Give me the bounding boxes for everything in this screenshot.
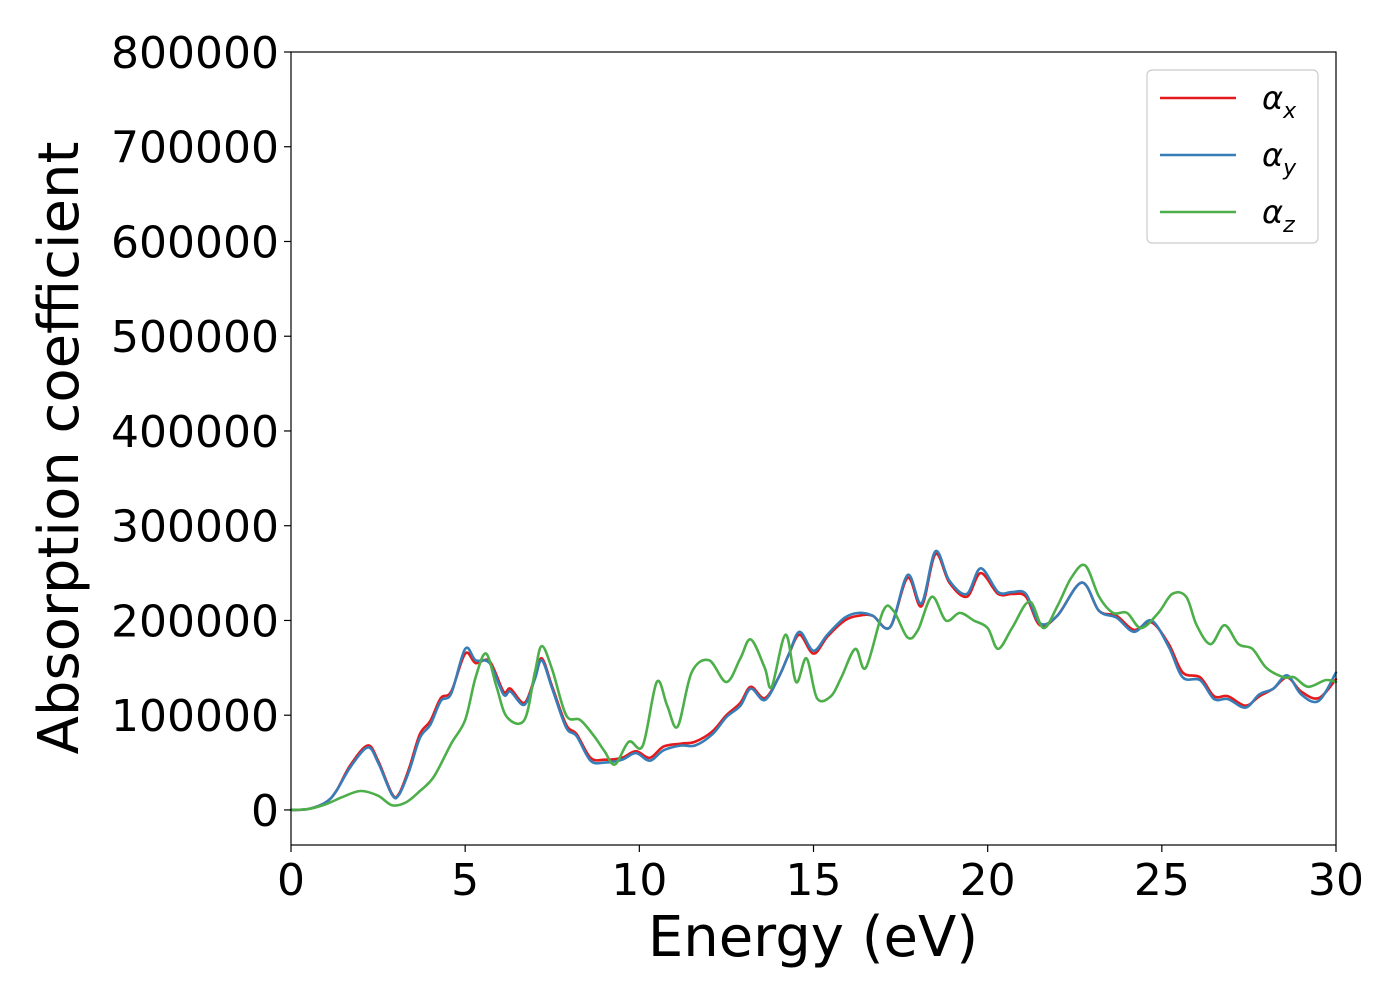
y-tick-label: 200000 bbox=[111, 596, 279, 647]
legend-label-subscript: x bbox=[1282, 99, 1297, 124]
series-layer bbox=[289, 549, 1338, 812]
x-tick-label: 15 bbox=[786, 855, 842, 906]
legend-label-subscript: y bbox=[1282, 156, 1297, 181]
x-axis-label: Energy (eV) bbox=[648, 905, 978, 970]
legend-label-base: α bbox=[1262, 136, 1283, 174]
y-tick-label: 0 bbox=[251, 786, 279, 837]
legend-label-alpha-z: αz bbox=[1262, 193, 1295, 238]
y-tick-label: 800000 bbox=[111, 28, 279, 79]
series-line-alpha-z bbox=[289, 563, 1338, 812]
y-tick-label: 500000 bbox=[111, 312, 279, 363]
y-tick-label: 700000 bbox=[111, 123, 279, 174]
legend-label-alpha-y: αy bbox=[1262, 136, 1297, 181]
x-tick-label: 10 bbox=[611, 855, 667, 906]
x-tick-label: 5 bbox=[451, 855, 479, 906]
series-line-alpha-y bbox=[289, 549, 1338, 812]
x-tick-label: 25 bbox=[1134, 855, 1190, 906]
legend-label-base: α bbox=[1262, 79, 1283, 117]
y-tick-label: 600000 bbox=[111, 217, 279, 268]
legend-label-subscript: z bbox=[1282, 213, 1295, 238]
y-tick-label: 400000 bbox=[111, 407, 279, 458]
y-tick-label: 100000 bbox=[111, 691, 279, 742]
x-tick-label: 30 bbox=[1308, 855, 1364, 906]
legend-box bbox=[1146, 69, 1319, 244]
legend-label-alpha-x: αx bbox=[1262, 79, 1297, 124]
y-axis-label: Absorption coefficient bbox=[27, 142, 92, 755]
x-tick-label: 20 bbox=[960, 855, 1016, 906]
legend-label-base: α bbox=[1262, 193, 1283, 231]
y-axis-ticks: 0 100000 200000 300000 400000 500000 600000 700… bbox=[111, 28, 291, 837]
y-tick-label: 300000 bbox=[111, 502, 279, 553]
x-axis-ticks: 0 5 10 15 20 25 30 bbox=[277, 845, 1364, 906]
x-tick-label: 0 bbox=[277, 855, 305, 906]
